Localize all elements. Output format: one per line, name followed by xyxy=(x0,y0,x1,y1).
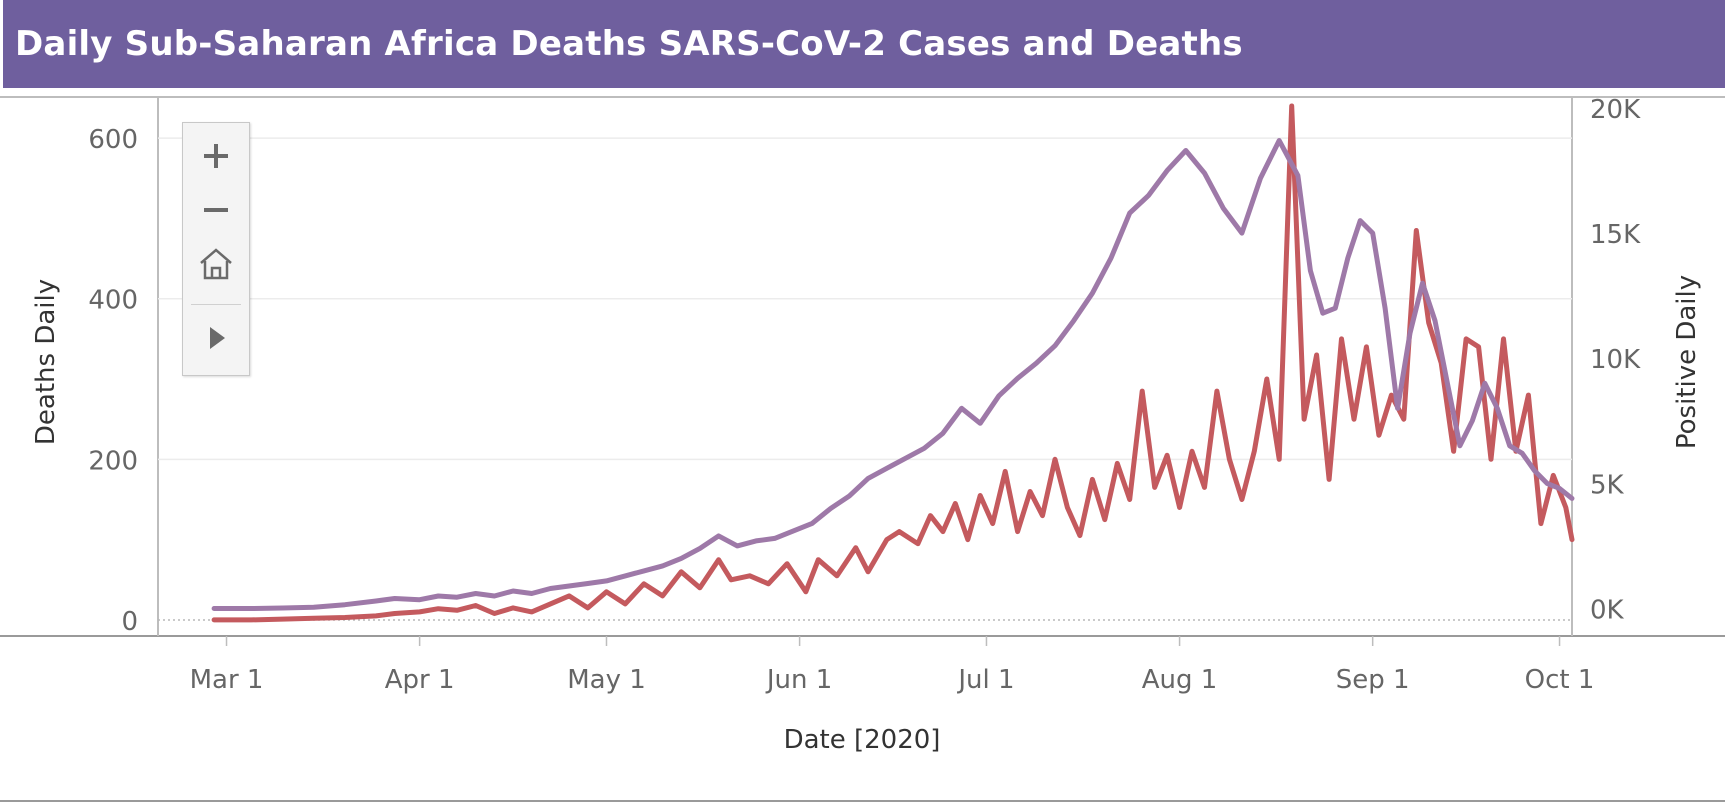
x-tick-label: Mar 1 xyxy=(190,665,264,695)
left-tick-label: 0 xyxy=(121,607,138,637)
reset-zoom-button[interactable] xyxy=(183,239,249,289)
left-axis-label: Deaths Daily xyxy=(31,279,61,445)
x-axis-ticks: Mar 1 Apr 1 May 1 Jun 1 Jul 1 Aug 1 Sep 1 Oct 1 xyxy=(190,636,1595,695)
right-axis-ticks: 0K 5K 10K 15K 20K xyxy=(1590,95,1641,625)
chart-frame xyxy=(0,96,1725,802)
right-tick-label: 20K xyxy=(1590,95,1641,125)
x-tick-label: May 1 xyxy=(567,665,646,695)
right-axis-label: Positive Daily xyxy=(1672,275,1702,449)
x-axis-label: Date [2020] xyxy=(784,725,941,755)
plus-icon xyxy=(204,144,228,168)
x-tick-label: Sep 1 xyxy=(1336,665,1410,695)
x-tick-label: Aug 1 xyxy=(1142,665,1218,695)
right-tick-label: 15K xyxy=(1590,220,1641,250)
deaths-daily-line xyxy=(211,103,1575,623)
zoom-out-button[interactable] xyxy=(183,185,249,235)
left-tick-label: 600 xyxy=(88,125,138,155)
x-tick-label: Jul 1 xyxy=(956,665,1014,695)
home-icon xyxy=(200,248,232,280)
chart-title: Daily Sub-Saharan Africa Deaths SARS-CoV… xyxy=(15,24,1243,64)
x-tick-label: Apr 1 xyxy=(385,665,455,695)
play-icon xyxy=(210,327,225,349)
minus-icon xyxy=(204,208,228,212)
left-tick-label: 200 xyxy=(88,446,138,476)
zoom-controls xyxy=(182,122,250,376)
pan-mode-button[interactable] xyxy=(183,313,249,363)
positive-daily-line xyxy=(211,138,1575,611)
right-tick-label: 5K xyxy=(1590,470,1625,500)
left-axis-ticks: 0 200 400 600 xyxy=(88,125,138,637)
series-lines xyxy=(211,103,1575,623)
zoom-in-button[interactable] xyxy=(183,131,249,181)
right-tick-label: 0K xyxy=(1590,595,1625,625)
x-tick-label: Oct 1 xyxy=(1525,665,1595,695)
left-tick-label: 400 xyxy=(88,286,138,316)
chart-title-bar: Daily Sub-Saharan Africa Deaths SARS-CoV… xyxy=(3,0,1725,88)
zoom-separator xyxy=(191,304,241,305)
x-tick-label: Jun 1 xyxy=(765,665,832,695)
right-tick-label: 10K xyxy=(1590,345,1641,375)
